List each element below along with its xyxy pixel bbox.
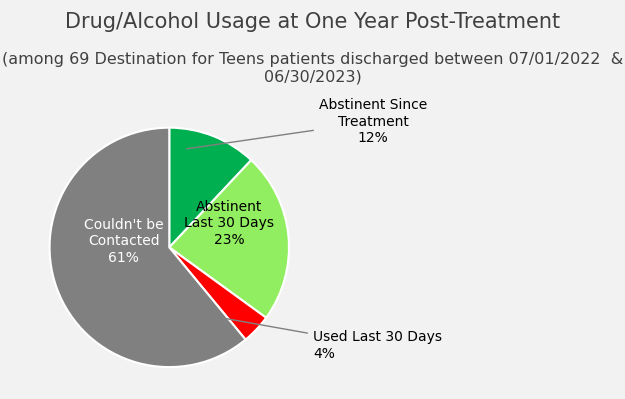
Text: Drug/Alcohol Usage at One Year Post-Treatment: Drug/Alcohol Usage at One Year Post-Trea…: [65, 12, 560, 32]
Text: Abstinent Since
Treatment
12%: Abstinent Since Treatment 12%: [186, 99, 427, 149]
Wedge shape: [169, 128, 251, 247]
Text: Used Last 30 Days
4%: Used Last 30 Days 4%: [198, 314, 442, 361]
Wedge shape: [169, 160, 289, 318]
Text: (among 69 Destination for Teens patients discharged between 07/01/2022  &
06/30/: (among 69 Destination for Teens patients…: [2, 52, 623, 84]
Wedge shape: [49, 128, 246, 367]
Text: Couldn't be
Contacted
61%: Couldn't be Contacted 61%: [84, 218, 164, 265]
Text: Abstinent
Last 30 Days
23%: Abstinent Last 30 Days 23%: [184, 200, 274, 247]
Wedge shape: [169, 247, 266, 340]
